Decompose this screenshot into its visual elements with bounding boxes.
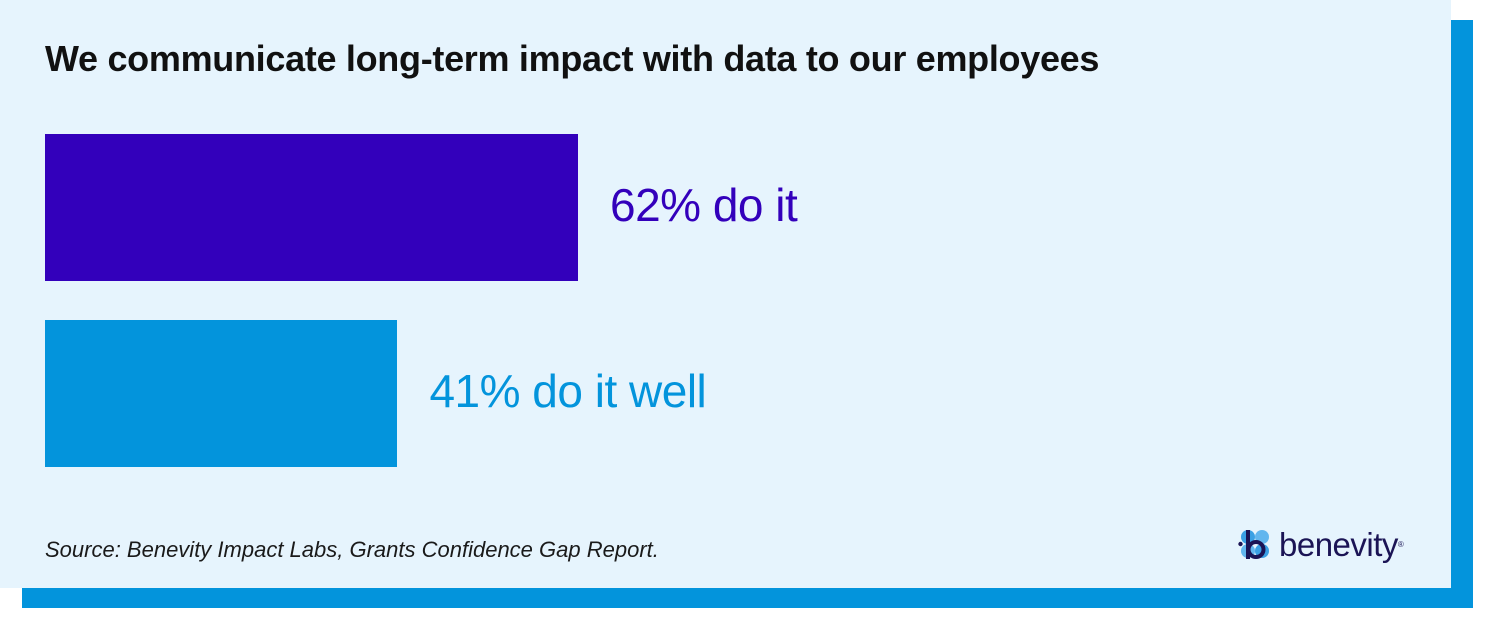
chart-card: We communicate long-term impact with dat… bbox=[0, 0, 1451, 588]
chart-title: We communicate long-term impact with dat… bbox=[45, 38, 1100, 79]
bar-label-do-it: 62% do it bbox=[610, 179, 798, 231]
bar-do-it bbox=[45, 134, 578, 281]
benevity-logo: benevity® bbox=[1237, 526, 1404, 563]
logo-wordmark: benevity® bbox=[1279, 526, 1404, 563]
bar-do-it-well bbox=[45, 320, 398, 467]
bar-label-do-it-well: 41% do it well bbox=[429, 365, 707, 417]
source-note: Source: Benevity Impact Labs, Grants Con… bbox=[45, 537, 659, 562]
benevity-logo-icon bbox=[1238, 530, 1269, 559]
